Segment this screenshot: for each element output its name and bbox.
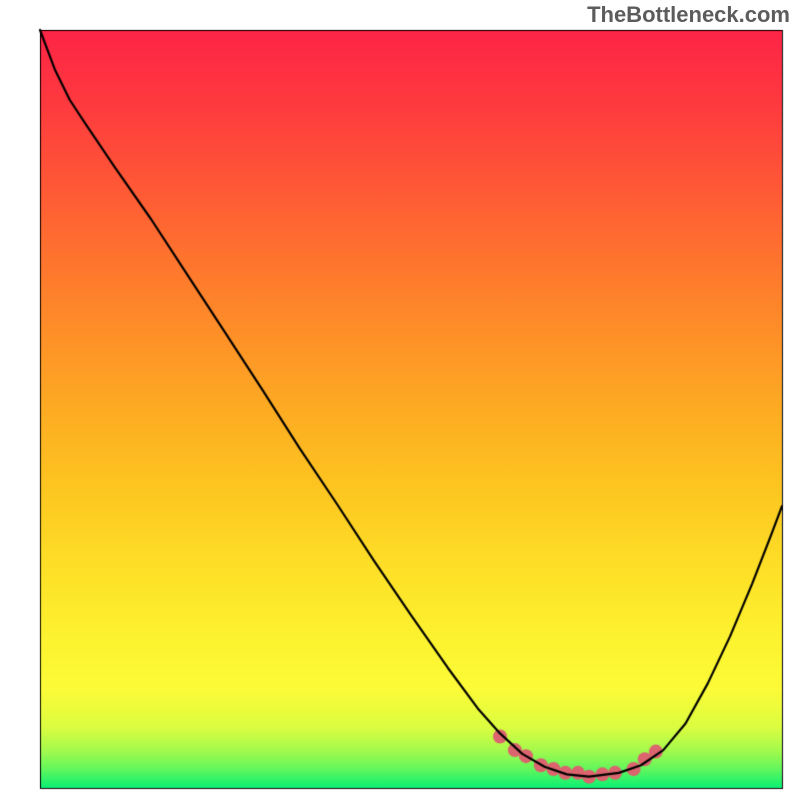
chart-plot-canvas (0, 0, 800, 800)
attribution-label: TheBottleneck.com (587, 2, 790, 28)
